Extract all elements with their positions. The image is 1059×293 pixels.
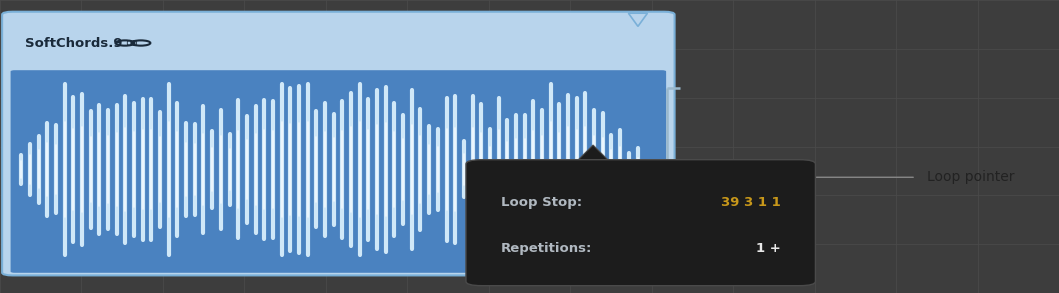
Polygon shape [574, 145, 612, 164]
Text: ∞: ∞ [124, 34, 138, 52]
FancyBboxPatch shape [11, 70, 666, 273]
Text: Repetitions:: Repetitions: [501, 242, 592, 255]
Text: SoftChords.9: SoftChords.9 [25, 37, 123, 50]
Text: 39 3 1 1: 39 3 1 1 [721, 196, 780, 209]
Text: Loop Stop:: Loop Stop: [501, 196, 582, 209]
FancyBboxPatch shape [2, 12, 675, 275]
Text: ↺: ↺ [684, 168, 699, 186]
Text: 1 +: 1 + [756, 242, 780, 255]
Text: Loop pointer: Loop pointer [927, 170, 1015, 184]
FancyBboxPatch shape [466, 160, 815, 286]
Polygon shape [628, 13, 647, 26]
